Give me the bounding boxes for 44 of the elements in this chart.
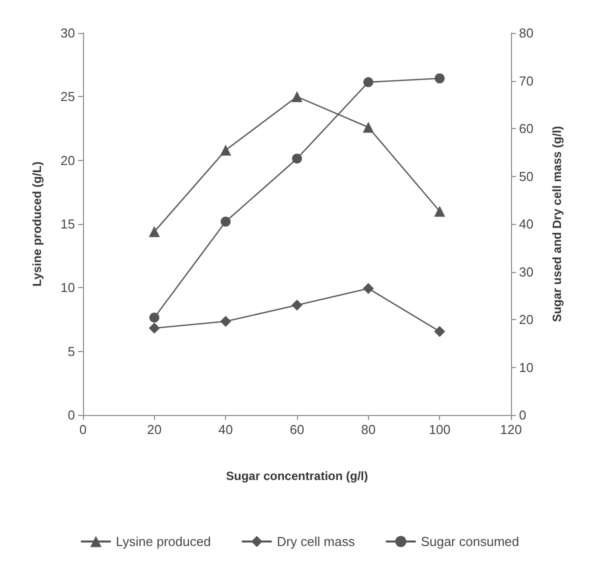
y2-tick-label: 60 [519,121,534,136]
y-tick-label: 5 [68,344,75,359]
legend-label: Sugar consumed [420,534,520,549]
y2-tick-label: 50 [519,168,534,184]
point [220,316,232,327]
y-tick-label: 10 [60,280,75,296]
x-tick-label: 0 [79,422,87,437]
y-tick-label: 25 [60,89,75,104]
y2-tick-label: 10 [519,360,534,375]
y2-tick-label: 40 [519,216,534,232]
point [292,154,302,164]
point [434,326,446,337]
x-tick-label: 40 [218,422,233,437]
x-tick-label: 60 [290,422,304,437]
point [148,322,160,334]
y-tick-label: 0 [68,408,75,422]
y2-tick-label: 20 [519,312,534,327]
legend-label: Dry cell mass [276,534,356,549]
point [363,77,374,88]
x-tick-label: 120 [500,422,522,437]
y-tick-label: 15 [60,216,75,232]
x-axis-title: Sugar concentration (g/l) [226,469,368,483]
y-tick-label: 30 [60,26,75,40]
y2-axis-title: Sugar used and Dry cell mass (g/l) [550,126,564,322]
x-tick-label: 80 [361,422,376,437]
point [434,73,445,84]
x-tick-label: 20 [147,422,162,437]
point [220,216,231,227]
y2-tick-label: 0 [519,408,526,422]
y2-tick-label: 80 [519,26,534,40]
x-tick-label: 100 [428,422,451,437]
legend-label: Lysine produced [116,534,211,549]
point [434,206,446,217]
point [220,144,232,156]
point [292,91,302,102]
point [362,282,374,294]
point [362,122,374,133]
point [149,312,160,323]
y2-tick-label: 70 [519,73,534,88]
point [292,300,302,311]
y-tick-label: 20 [60,152,75,168]
point [148,226,160,238]
y-axis-title: Lysine produced (g/L) [30,162,44,286]
y2-tick-label: 30 [519,264,534,280]
